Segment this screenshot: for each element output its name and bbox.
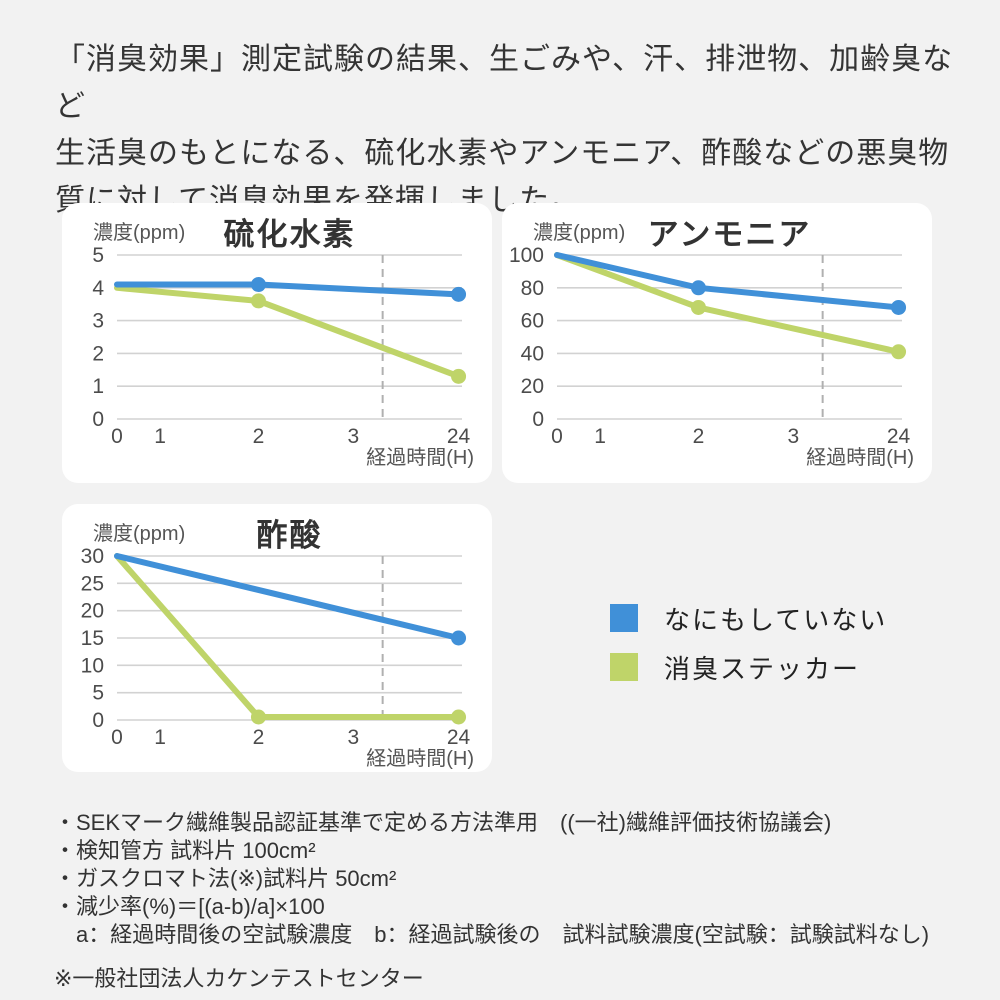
footnotes: ・SEKマーク繊維製品認証基準で定める方法準用 ((一社)繊維評価技術協議会) … (54, 809, 974, 993)
line-chart-hydrogen-sulfide: 0 1 2 3 4 5 0 1 2 3 24 (92, 244, 471, 448)
svg-text:2: 2 (92, 342, 104, 365)
footnote-formula-terms: a：経過時間後の空試験濃度 b：経過試験後の 試料試験濃度(空試験：試験試料なし… (54, 922, 930, 947)
svg-text:1: 1 (92, 375, 104, 398)
svg-text:1: 1 (594, 425, 606, 448)
y-axis-label: 濃度(ppm) (533, 222, 626, 244)
svg-text:5: 5 (92, 244, 104, 267)
svg-text:0: 0 (92, 709, 104, 732)
svg-text:24: 24 (447, 425, 471, 448)
svg-text:1: 1 (154, 425, 166, 448)
svg-text:3: 3 (787, 425, 799, 448)
intro-text: 「消臭効果」測定試験の結果、生ごみや、汗、排泄物、加齢臭など 生活臭のもとになる… (55, 36, 965, 224)
legend-swatch-blue (610, 604, 638, 632)
svg-text:2: 2 (693, 425, 705, 448)
svg-text:4: 4 (92, 277, 104, 300)
svg-text:80: 80 (521, 277, 544, 300)
svg-text:60: 60 (521, 310, 544, 333)
svg-text:0: 0 (111, 425, 123, 448)
legend-swatch-green (610, 653, 638, 681)
footnote-reduction-formula: ・減少率(%)＝[(a-b)/a]×100 (54, 894, 325, 919)
svg-text:25: 25 (81, 572, 104, 595)
svg-text:24: 24 (887, 425, 911, 448)
legend-item-untreated: なにもしていない (610, 603, 887, 635)
x-axis-label: 経過時間(H) (366, 748, 474, 770)
svg-text:3: 3 (347, 726, 359, 749)
footnote-test-center: ※一般社団法人カケンテストセンター (54, 966, 424, 991)
legend: なにもしていない 消臭ステッカー (610, 603, 887, 701)
footnote-detector-tube: ・検知管方 試料片 100cm² (54, 838, 316, 863)
footnote-method: ・SEKマーク繊維製品認証基準で定める方法準用 ((一社)繊維評価技術協議会) (54, 810, 832, 835)
svg-text:0: 0 (532, 408, 544, 431)
x-axis-label: 経過時間(H) (806, 447, 914, 469)
svg-text:100: 100 (509, 244, 544, 267)
svg-text:40: 40 (521, 342, 544, 365)
svg-text:10: 10 (81, 654, 104, 677)
y-axis-label: 濃度(ppm) (93, 222, 186, 244)
legend-label-untreated: なにもしていない (664, 604, 888, 635)
svg-text:20: 20 (521, 375, 544, 398)
svg-text:1: 1 (154, 726, 166, 749)
svg-text:3: 3 (92, 310, 104, 333)
svg-text:0: 0 (92, 408, 104, 431)
svg-text:20: 20 (81, 600, 104, 623)
intro-line-1: 「消臭効果」測定試験の結果、生ごみや、汗、排泄物、加齢臭など (55, 43, 954, 123)
legend-label-deodorant-sticker: 消臭ステッカー (664, 653, 861, 684)
y-axis-label: 濃度(ppm) (93, 523, 186, 545)
svg-text:0: 0 (111, 726, 123, 749)
x-axis-label: 経過時間(H) (366, 447, 474, 469)
svg-text:0: 0 (551, 425, 563, 448)
svg-text:3: 3 (347, 425, 359, 448)
svg-text:30: 30 (81, 545, 104, 568)
chart-title-ammonia: アンモニア (647, 217, 812, 252)
legend-item-deodorant-sticker: 消臭ステッカー (610, 652, 887, 684)
svg-text:2: 2 (253, 425, 265, 448)
svg-text:2: 2 (253, 726, 265, 749)
svg-text:24: 24 (447, 726, 471, 749)
svg-text:5: 5 (92, 682, 104, 705)
svg-text:15: 15 (81, 627, 104, 650)
intro-line-2: 生活臭のもとになる、硫化水素やアンモニア、酢酸などの悪臭物 (55, 137, 950, 170)
chart-card-ammonia: 濃度(ppm) アンモニア 0 20 40 60 80 100 0 1 2 3 24 経過時間(H) (502, 203, 932, 483)
chart-card-hydrogen-sulfide: 濃度(ppm) 硫化水素 0 1 2 3 4 5 0 1 2 3 24 経過時間(H) (62, 203, 492, 483)
chart-title-acetic-acid: 酢酸 (256, 518, 323, 553)
line-chart-ammonia: 0 20 40 60 80 100 0 1 2 3 24 (509, 244, 911, 448)
footnote-gas-chromatography: ・ガスクロマト法(※)試料片 50cm² (54, 866, 397, 891)
chart-title-hydrogen-sulfide: 硫化水素 (223, 217, 356, 252)
chart-card-acetic-acid: 濃度(ppm) 酢酸 0 5 10 15 20 25 30 0 1 2 3 24 経過時間(H) (62, 504, 492, 772)
